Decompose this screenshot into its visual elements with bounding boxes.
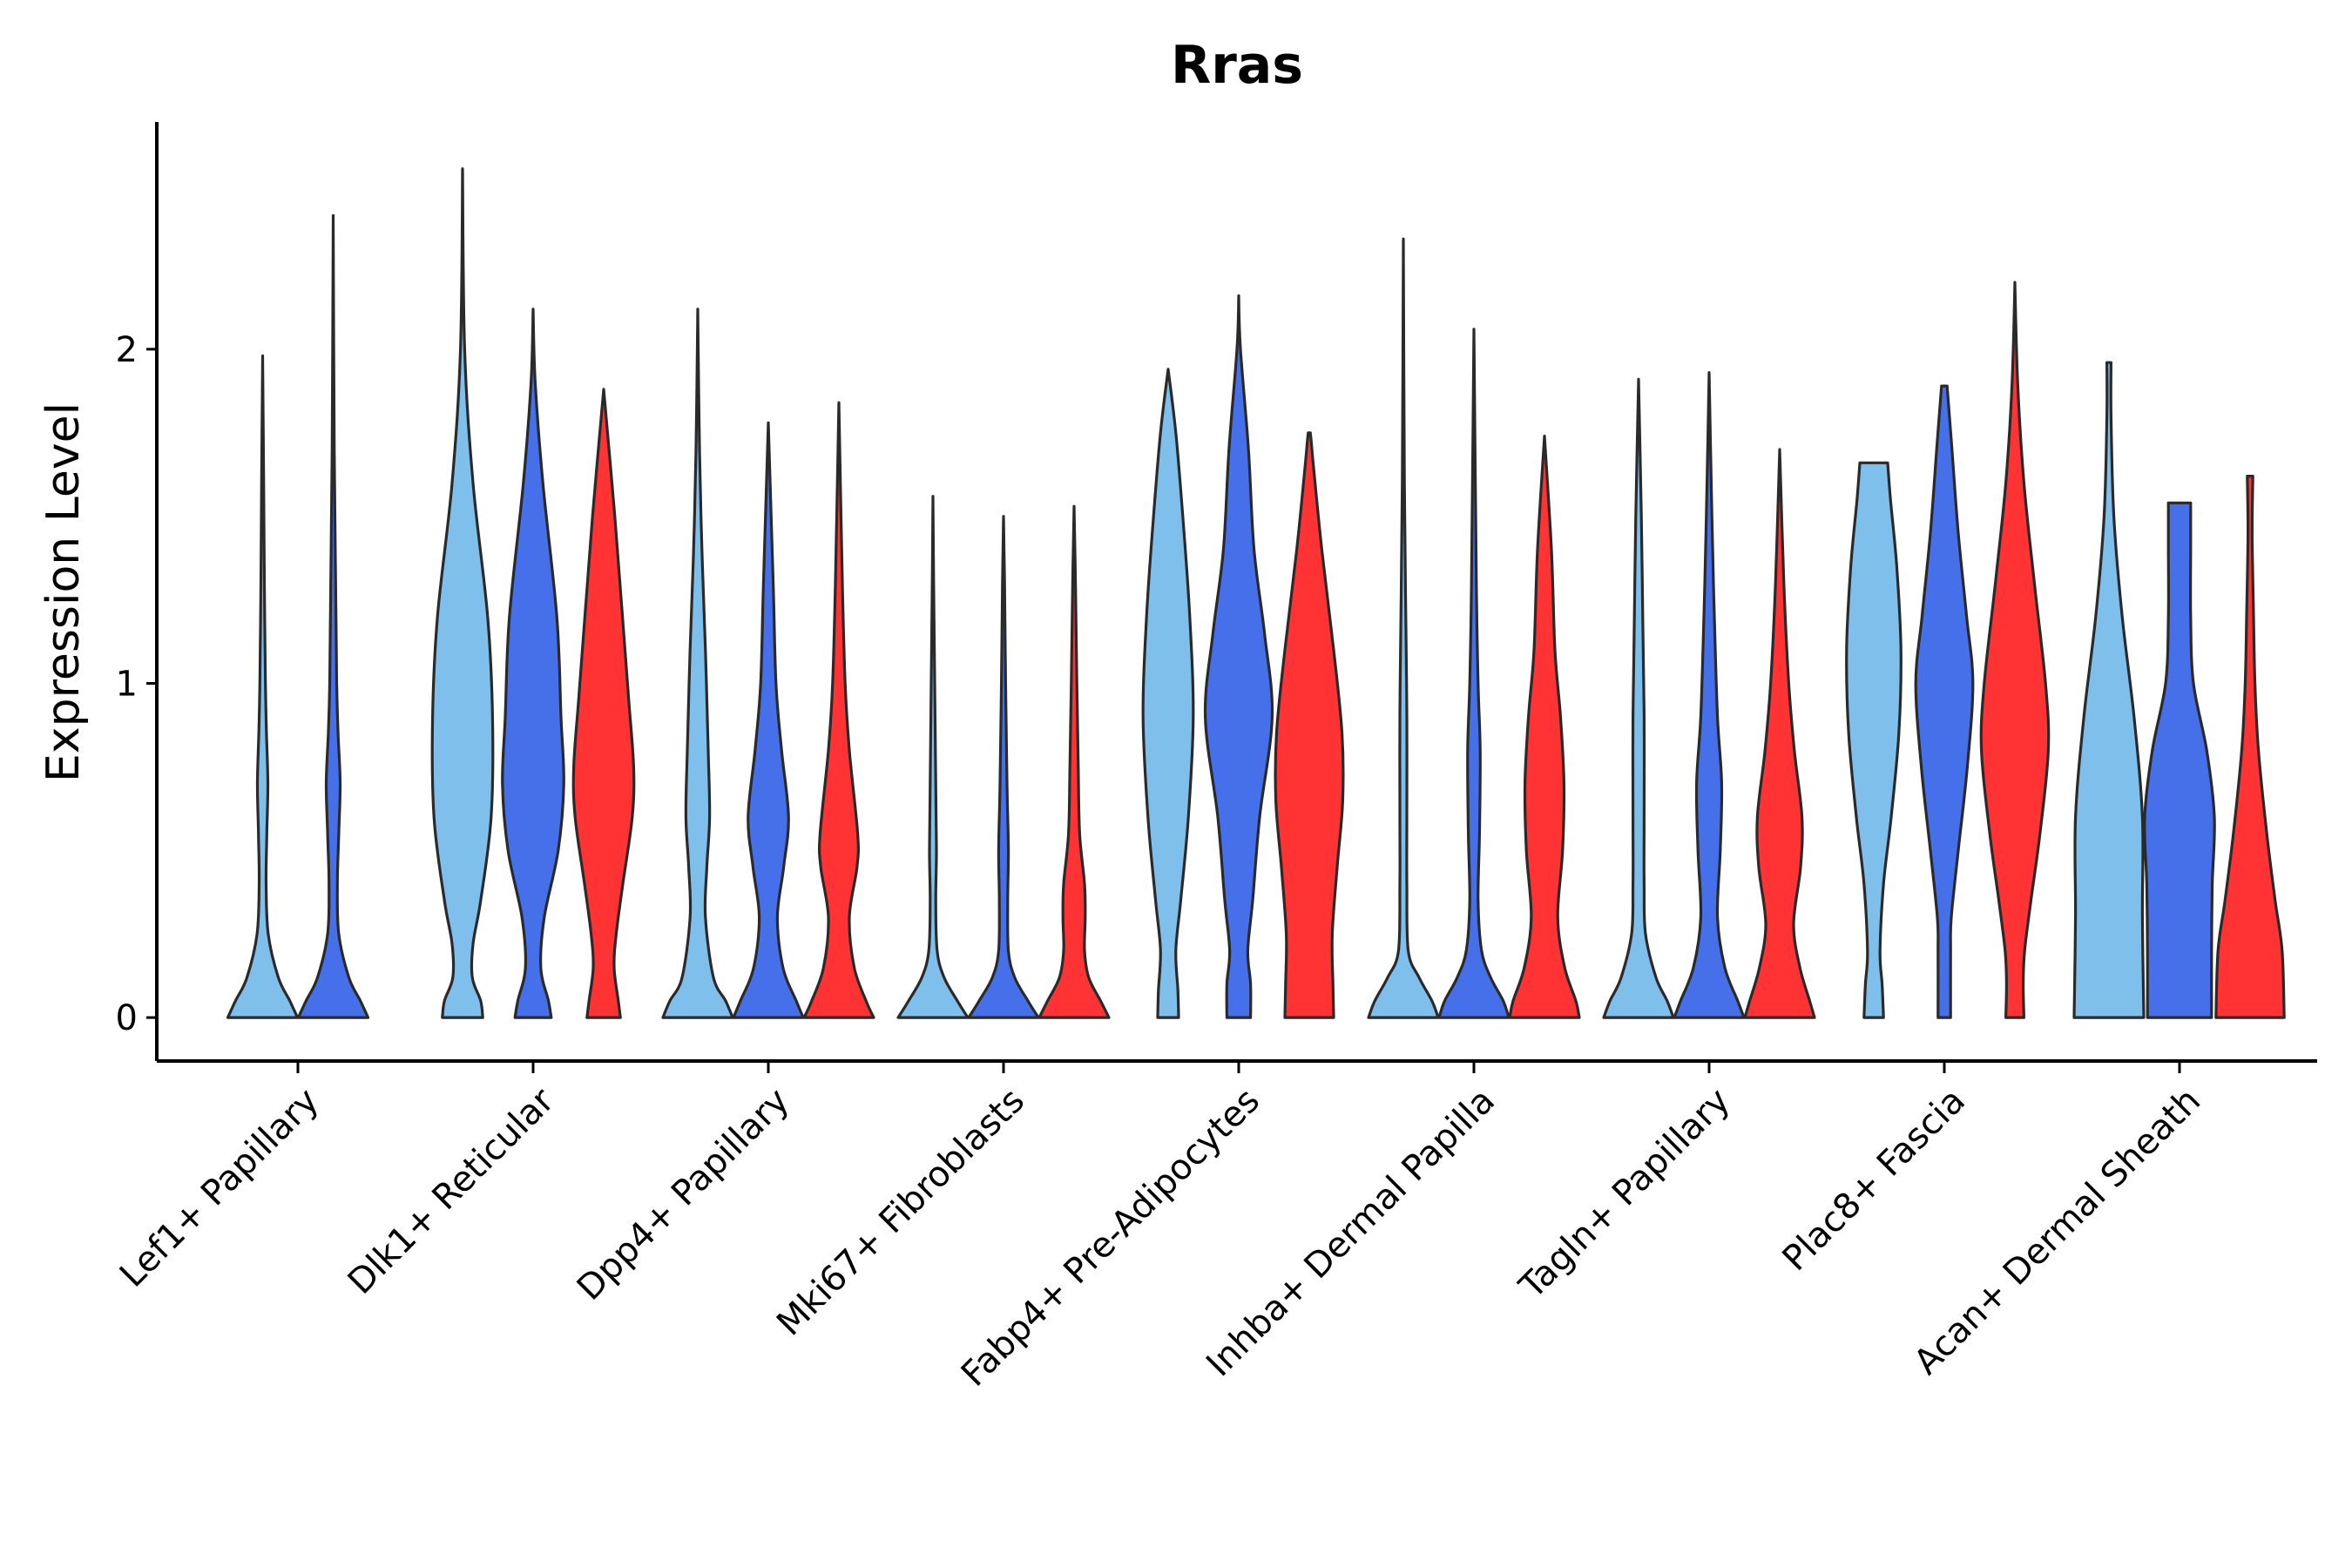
x-axis-ticks: Lef1+ Papillary Dlk1+ Reticular Dpp4+ Papi… [112,1061,2208,1395]
x-tick-label-mki67-fibroblasts: Mki67+ Fibroblasts [769,1081,1032,1344]
y-axis-label: Expression Level [37,402,90,782]
violin-inhba-dermal-papilla-2 [1437,328,1511,1019]
violin-fabp4-pre-adipocytes-3 [1274,431,1345,1019]
violin-mki67-fibroblasts-3 [1037,504,1111,1019]
x-tick-label-dpp4-papillary: Dpp4+ Papillary [570,1081,797,1308]
violin-dpp4-papillary-2 [732,421,805,1019]
chart-title: Rras [1171,35,1303,96]
x-tick-label-dlk1-reticular: Dlk1+ Reticular [341,1080,563,1302]
violin-tagln-papillary-2 [1673,371,1746,1019]
x-tick-label-plac8-fascia: Plac8+ Fascia [1775,1081,1974,1280]
violin-dlk1-reticular-2 [501,308,565,1019]
y-tick-label-1: 1 [116,664,138,704]
violin-tagln-papillary-1 [1602,377,1675,1019]
violin-plac8-fascia-2 [1914,384,1975,1019]
violin-tagln-papillary-3 [1743,448,1816,1019]
violin-fabp4-pre-adipocytes-1 [1141,368,1195,1019]
violin-plac8-fascia-3 [1979,280,2051,1019]
violin-acan-dermal-sheath-3 [2214,475,2286,1019]
violin-plac8-fascia-1 [1845,461,1903,1019]
x-tick-label-tagln-papillary: Tagln+ Papillary [1511,1081,1738,1308]
y-tick-label-0: 0 [116,998,138,1038]
violin-acan-dermal-sheath-1 [2072,361,2146,1019]
violin-mki67-fibroblasts-1 [896,495,970,1019]
violin-inhba-dermal-papilla-1 [1367,237,1440,1019]
x-tick-label-lef1-papillary: Lef1+ Papillary [112,1081,327,1295]
violin-mki67-fibroblasts-2 [967,515,1040,1019]
violin-dlk1-reticular-1 [430,167,495,1019]
violin-dlk1-reticular-3 [571,388,636,1019]
y-tick-label-2: 2 [116,330,138,370]
axes [155,122,2317,1063]
violin-dpp4-papillary-1 [661,308,734,1019]
violin-fabp4-pre-adipocytes-2 [1203,294,1274,1019]
violin-lef1-papillary-1 [226,354,300,1019]
violin-layer [226,167,2286,1019]
violin-inhba-dermal-papilla-3 [1508,435,1581,1019]
violin-dpp4-papillary-3 [802,401,875,1019]
violin-lef1-papillary-2 [296,213,370,1019]
violin-acan-dermal-sheath-2 [2143,501,2216,1019]
y-axis-ticks: 0 1 2 [116,330,157,1038]
